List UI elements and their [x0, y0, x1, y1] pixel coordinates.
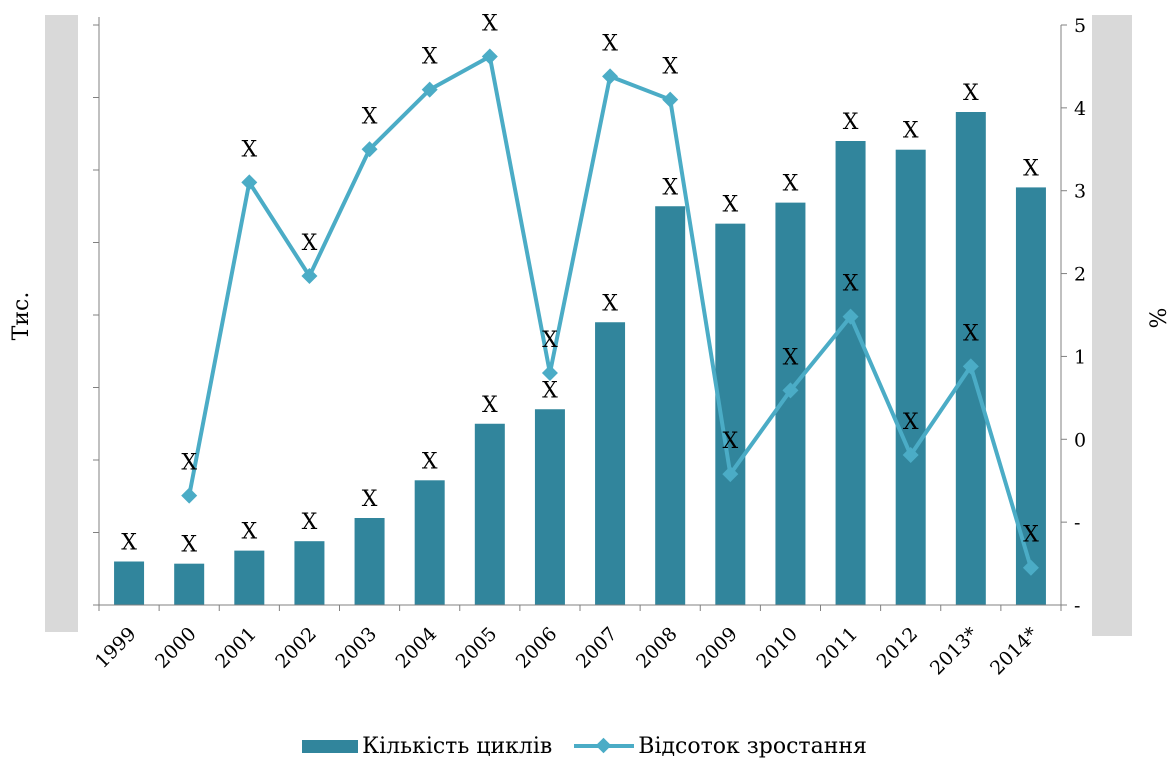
x-tick-label: 2007 [572, 623, 622, 673]
line-marker [481, 48, 498, 65]
x-tick-label: 2014* [986, 623, 1043, 680]
y2-tick-label: 4 [1074, 98, 1086, 120]
x-tick-label: 2011 [812, 623, 862, 673]
bar [414, 480, 445, 605]
bar-data-label: X [602, 291, 618, 316]
bar [234, 550, 265, 605]
y-axis-title: Тис. [9, 292, 34, 341]
x-tick-label: 1999 [91, 623, 141, 673]
line-data-label: X [542, 328, 558, 353]
line-data-label: X [482, 11, 498, 36]
bar [655, 206, 686, 605]
legend-label-line: Відсоток зростання [638, 733, 867, 759]
y2-tick-label: 1 [1074, 346, 1086, 368]
bar [534, 409, 565, 605]
line-data-label: X [783, 345, 799, 370]
bar-data-label: X [963, 81, 979, 106]
x-tick-label: 2009 [692, 623, 742, 673]
line-data-label: X [722, 429, 738, 454]
line-marker [962, 358, 979, 375]
bar-data-label: X [783, 172, 799, 197]
line-marker [662, 91, 679, 108]
bar-data-label: X [843, 110, 859, 135]
bar-data-label: X [302, 510, 318, 535]
bar-data-label: X [241, 520, 257, 545]
x-tick-label: 2012 [872, 623, 922, 673]
line-marker [181, 487, 198, 504]
x-tick-label: 2003 [331, 623, 381, 673]
y2-tick-label: 2 [1074, 264, 1086, 286]
left-axis-title-band [45, 15, 78, 632]
bar-data-label: X [362, 487, 378, 512]
bar-data-label: X [422, 449, 438, 474]
line-marker [842, 308, 859, 325]
line-marker [301, 268, 318, 285]
bar [895, 149, 926, 605]
x-tick-label: 2002 [271, 623, 321, 673]
legend-bar-swatch [302, 739, 359, 753]
x-tick-label: 2004 [391, 623, 441, 673]
bar [474, 423, 505, 605]
x-tick-label: 2010 [752, 623, 802, 673]
legend-item-line: Відсоток зростання [574, 734, 867, 759]
bar [835, 141, 866, 605]
line-data-label: X [662, 55, 678, 80]
line-data-label: X [241, 137, 257, 162]
bar [354, 518, 385, 605]
y2-axis-title: % [1147, 308, 1169, 329]
line-marker [722, 466, 739, 483]
x-tick-label: 2006 [512, 623, 562, 673]
line-data-label: X [903, 410, 919, 435]
x-tick-label: 2005 [452, 623, 502, 673]
line-series [181, 48, 1039, 576]
line-data-label: X [302, 231, 318, 256]
y2-tick-label: - [1074, 512, 1080, 534]
line-marker [361, 141, 378, 158]
bar-data-label: X [482, 393, 498, 418]
bar-data-label: X [542, 378, 558, 403]
line-marker [602, 68, 619, 85]
legend-line-swatch [574, 737, 635, 754]
y2-tick-label: 3 [1074, 181, 1086, 203]
x-tick-label: 2000 [151, 623, 201, 673]
line-data-label: X [1023, 523, 1039, 548]
line-data-label: X [362, 104, 378, 129]
chart: Тис. % --0123451999200020012002200320042… [9, 11, 1169, 680]
line-marker [782, 382, 799, 399]
y2-tick-label: 0 [1074, 429, 1086, 451]
bar-series [114, 112, 1046, 605]
line-marker [541, 365, 558, 381]
bar [114, 561, 145, 605]
y2-tick-label: 5 [1074, 15, 1086, 37]
legend-item-bars: Кількість циклів [302, 734, 552, 759]
legend: Кількість циклів Відсоток зростання [0, 728, 1169, 764]
x-tick-label: 2001 [211, 623, 261, 673]
bar-data-label: X [662, 175, 678, 200]
line-marker [1022, 559, 1039, 576]
x-tick-label: 2013* [926, 623, 983, 680]
line-data-label: X [602, 31, 618, 56]
x-tick-label: 2008 [632, 623, 682, 673]
line-data-label: X [843, 272, 859, 297]
bar-data-label: X [181, 533, 197, 558]
line-marker [241, 174, 258, 191]
bar-data-label: X [1023, 156, 1039, 181]
line-data-label: X [963, 321, 979, 346]
legend-label-bars: Кількість циклів [362, 733, 553, 759]
bar [595, 322, 626, 605]
bar-data-label: X [903, 119, 919, 144]
y2-tick-label: - [1074, 595, 1080, 617]
bar-data-label: X [722, 193, 738, 218]
bar [174, 563, 205, 605]
bar [294, 541, 325, 605]
right-axis-title-band [1092, 15, 1132, 636]
line-marker [421, 81, 438, 98]
line-data-label: X [422, 45, 438, 70]
line-marker [902, 447, 919, 464]
bar-data-label: X [121, 531, 137, 556]
line-data-label: X [181, 451, 197, 476]
